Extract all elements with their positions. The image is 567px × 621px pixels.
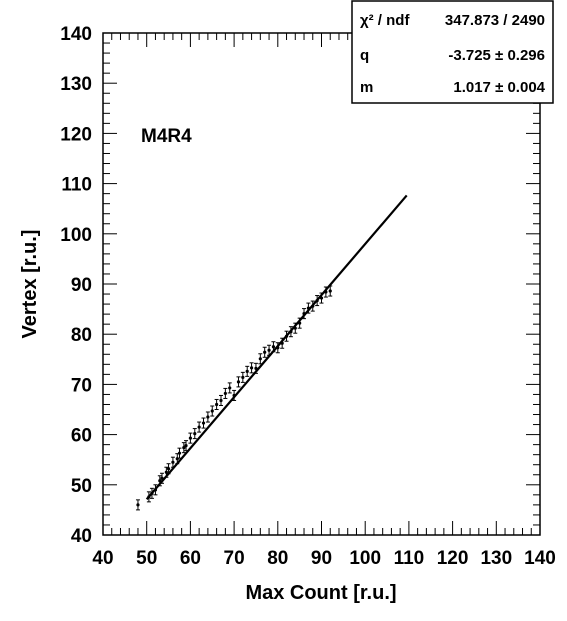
data-point — [263, 350, 267, 354]
y-tick-label: 110 — [61, 175, 92, 196]
plot-label: M4R4 — [141, 126, 192, 147]
stats-value-m: 1.017 ± 0.004 — [453, 79, 545, 96]
data-point — [236, 380, 241, 384]
y-tick-label: 50 — [71, 476, 92, 497]
y-axis-title: Vertex [r.u.] — [19, 230, 41, 339]
stats-label-chi2: χ² / ndf — [360, 12, 410, 29]
y-tick-labels: 40 50 60 70 80 90 100 110 120 130 140 — [60, 24, 92, 547]
x-tick-label: 90 — [311, 548, 332, 569]
y-tick-label: 80 — [71, 325, 92, 346]
y-tick-label: 120 — [60, 124, 92, 145]
data-point — [201, 421, 206, 425]
stats-label-q: q — [360, 47, 369, 64]
data-point — [228, 386, 232, 390]
data-point — [184, 444, 188, 448]
x-tick-label: 70 — [224, 548, 245, 569]
y-tick-label: 100 — [60, 225, 92, 246]
data-point — [188, 436, 192, 440]
x-tick-label: 110 — [394, 548, 425, 569]
data-point — [328, 289, 332, 293]
y-tick-label: 130 — [60, 74, 92, 95]
y-tick-label: 40 — [71, 526, 92, 547]
data-point — [271, 345, 276, 349]
x-tick-labels: 40 50 60 70 80 90 100 110 120 130 140 — [92, 548, 555, 569]
data-point — [136, 503, 140, 507]
x-tick-label: 40 — [92, 548, 113, 569]
y-tick-label: 70 — [71, 375, 92, 396]
data-point — [249, 366, 254, 370]
data-point — [241, 375, 245, 379]
x-tick-label: 100 — [349, 548, 381, 569]
fit-line — [145, 194, 408, 500]
data-point — [164, 470, 168, 474]
data-point — [223, 391, 227, 396]
stats-value-q: -3.725 ± 0.296 — [448, 47, 545, 64]
x-tick-label: 50 — [136, 548, 157, 569]
data-point — [267, 348, 271, 352]
data-point — [245, 369, 249, 373]
y-tick-label: 140 — [60, 24, 92, 45]
y-tick-label: 90 — [71, 275, 92, 296]
data-point — [175, 457, 179, 461]
data-point — [206, 415, 210, 419]
stats-box: χ² / ndf 347.873 / 2490 q -3.725 ± 0.296… — [351, 0, 554, 104]
data-point — [177, 451, 182, 455]
x-tick-label: 140 — [524, 548, 556, 569]
data-point — [219, 398, 223, 403]
x-axis-title: Max Count [r.u.] — [245, 582, 396, 604]
axis-ticks — [102, 32, 541, 536]
data-point — [193, 431, 197, 436]
data-point — [197, 425, 201, 429]
data-point — [215, 402, 219, 407]
data-point — [210, 409, 214, 413]
stats-label-m: m — [360, 79, 373, 96]
x-tick-label: 80 — [267, 548, 288, 569]
data-point — [182, 446, 186, 450]
stats-value-chi2: 347.873 / 2490 — [445, 12, 545, 29]
data-point — [258, 357, 262, 361]
x-tick-label: 60 — [180, 548, 201, 569]
data-point — [166, 467, 171, 471]
x-tick-label: 120 — [437, 548, 469, 569]
data-point — [171, 460, 175, 464]
y-tick-label: 60 — [71, 426, 92, 447]
plot-frame — [102, 32, 541, 536]
x-tick-label: 130 — [480, 548, 512, 569]
